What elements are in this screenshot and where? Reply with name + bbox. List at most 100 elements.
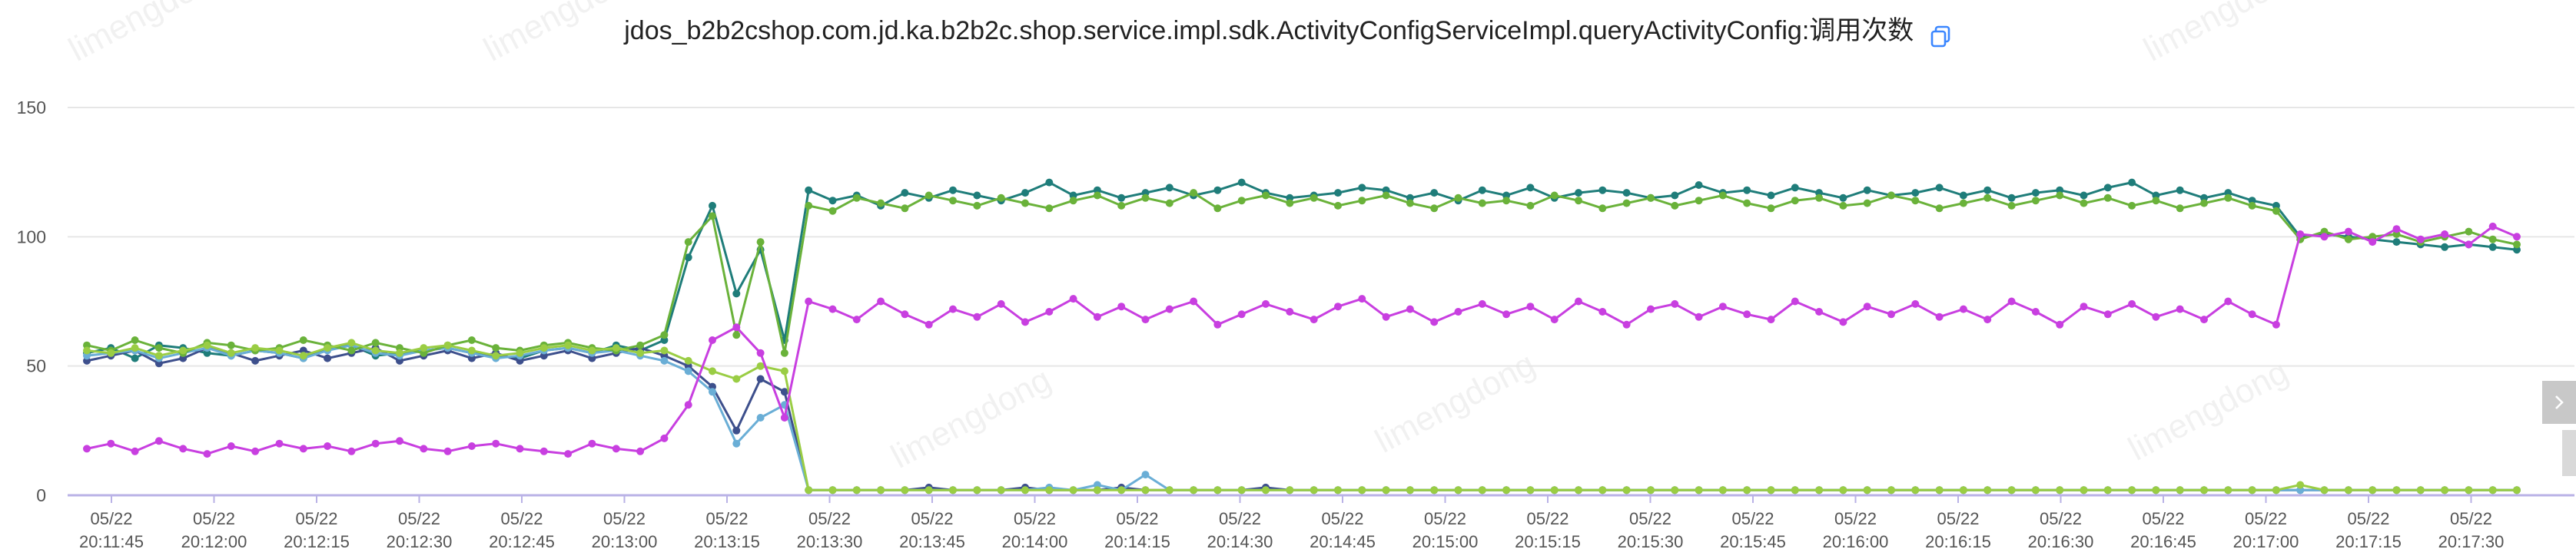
data-point — [1262, 486, 1270, 494]
data-point — [1936, 313, 1944, 321]
data-point — [516, 445, 524, 452]
data-point — [2224, 298, 2232, 306]
data-point — [1671, 202, 1678, 210]
data-point — [2369, 486, 2376, 494]
data-point — [2369, 238, 2376, 246]
data-point — [2249, 202, 2256, 210]
x-tick-time: 20:15:45 — [1720, 532, 1786, 551]
data-point — [2032, 197, 2040, 204]
x-tick-date: 05/22 — [1424, 509, 1466, 528]
data-point — [2513, 486, 2521, 494]
data-point — [2032, 189, 2040, 197]
data-point — [1695, 197, 1703, 204]
data-point — [829, 197, 837, 204]
data-point — [131, 355, 139, 362]
data-point — [732, 375, 740, 383]
data-point — [998, 300, 1005, 308]
data-point — [660, 347, 668, 355]
data-point — [1358, 486, 1366, 494]
data-point — [2200, 200, 2208, 207]
data-point — [2321, 486, 2329, 494]
data-point — [1334, 303, 1342, 310]
data-point — [1983, 194, 1991, 202]
data-point — [2032, 308, 2040, 316]
data-point — [155, 437, 163, 445]
data-point — [1864, 200, 1871, 207]
data-point — [372, 347, 380, 355]
data-point — [805, 202, 812, 210]
series-line-0 — [87, 183, 2517, 359]
data-point — [588, 347, 596, 355]
data-point — [1526, 486, 1534, 494]
x-tick-date: 05/22 — [2450, 509, 2492, 528]
data-point — [1190, 486, 1197, 494]
data-point — [2008, 202, 2016, 210]
data-point — [1479, 187, 1486, 194]
data-point — [1430, 318, 1438, 326]
data-point — [829, 207, 837, 215]
data-point — [2345, 486, 2352, 494]
data-point — [1839, 486, 1847, 494]
data-point — [636, 349, 644, 357]
x-tick-date: 05/22 — [603, 509, 646, 528]
data-point — [2296, 481, 2304, 489]
data-point — [1479, 486, 1486, 494]
data-point — [1551, 486, 1559, 494]
data-point — [1238, 310, 1246, 318]
data-point — [2008, 486, 2016, 494]
x-tick-time: 20:12:00 — [181, 532, 247, 551]
x-tick-time: 20:16:45 — [2130, 532, 2196, 551]
data-point — [2489, 243, 2497, 251]
data-point — [925, 486, 933, 494]
data-point — [1911, 197, 1919, 204]
x-tick-date: 05/22 — [2040, 509, 2082, 528]
data-point — [636, 448, 644, 455]
data-point — [2104, 184, 2112, 191]
data-point — [1791, 298, 1799, 306]
data-point — [2224, 194, 2232, 202]
data-point — [1502, 197, 1510, 204]
data-point — [1695, 486, 1703, 494]
expand-panel-button[interactable] — [2542, 381, 2576, 424]
x-tick-date: 05/22 — [193, 509, 235, 528]
data-point — [877, 200, 885, 207]
data-point — [853, 194, 861, 202]
data-point — [2080, 486, 2088, 494]
data-point — [2393, 486, 2401, 494]
x-tick-date: 05/22 — [90, 509, 132, 528]
data-point — [2465, 228, 2472, 236]
x-tick-time: 20:14:30 — [1207, 532, 1273, 551]
side-panel-strip — [2562, 430, 2576, 476]
data-point — [2296, 230, 2304, 238]
data-point — [685, 401, 692, 408]
data-point — [901, 486, 908, 494]
data-point — [2465, 486, 2472, 494]
data-point — [732, 289, 740, 297]
data-point — [709, 202, 716, 210]
x-tick-date: 05/22 — [1116, 509, 1158, 528]
data-point — [468, 442, 476, 450]
data-point — [1479, 200, 1486, 207]
data-point — [1070, 197, 1077, 204]
data-point — [805, 486, 812, 494]
data-point — [1286, 486, 1293, 494]
x-tick-time: 20:15:15 — [1515, 532, 1581, 551]
data-point — [1719, 303, 1727, 310]
data-point — [1358, 197, 1366, 204]
data-point — [757, 349, 765, 357]
data-point — [901, 204, 908, 212]
data-point — [1575, 298, 1582, 306]
data-point — [107, 349, 115, 357]
data-point — [1526, 303, 1534, 310]
x-tick-time: 20:16:15 — [1925, 532, 1991, 551]
data-point — [1406, 200, 1414, 207]
data-point — [829, 486, 837, 494]
data-point — [1117, 194, 1125, 202]
data-point — [1455, 486, 1462, 494]
data-point — [1936, 486, 1944, 494]
data-point — [2104, 310, 2112, 318]
data-point — [2032, 486, 2040, 494]
data-point — [732, 427, 740, 435]
data-point — [131, 448, 139, 455]
